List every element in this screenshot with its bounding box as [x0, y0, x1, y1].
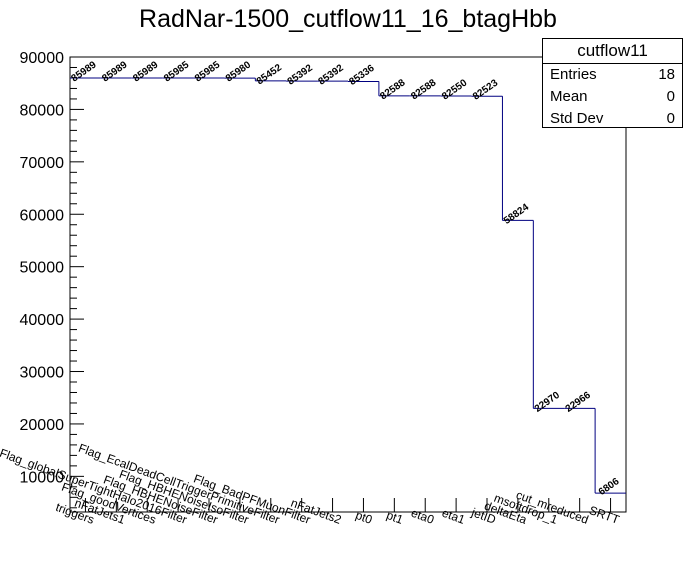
- stats-mean-row: Mean 0: [543, 86, 682, 108]
- y-tick-label: 80000: [20, 102, 65, 119]
- bin-value-label: 58824: [502, 202, 531, 227]
- chart-title: RadNar-1500_cutflow11_16_btagHbb: [139, 5, 557, 33]
- bin-value-label: 85989: [69, 59, 98, 84]
- y-tick-label: 90000: [20, 50, 65, 67]
- bin-value-label: 85985: [162, 59, 191, 84]
- bin-value-label: 85989: [131, 59, 160, 84]
- y-tick-label: 20000: [20, 417, 65, 434]
- stats-box: cutflow11 Entries 18 Mean 0 Std Dev 0: [542, 38, 683, 128]
- bin-value-label: 22970: [533, 390, 562, 415]
- plot-frame: [69, 56, 627, 513]
- y-tick-label: 10000: [20, 469, 65, 486]
- y-tick-label: 40000: [20, 312, 65, 329]
- stats-entries-label: Entries: [550, 66, 597, 83]
- bin-value-label: 82588: [378, 77, 407, 102]
- bin-value-label: 85336: [347, 63, 376, 88]
- bin-value-label: 6806: [597, 476, 622, 498]
- bin-value-label: 85980: [224, 59, 253, 84]
- stats-entries-row: Entries 18: [543, 64, 682, 86]
- x-tick-label: eta1: [440, 506, 467, 527]
- bin-value-label: 22966: [564, 390, 593, 415]
- stats-stddev-value: 0: [666, 110, 675, 127]
- y-tick-label: 70000: [20, 155, 65, 172]
- y-tick-label: 30000: [20, 365, 65, 382]
- bin-value-label: 82523: [471, 77, 500, 102]
- bin-value-label: 85985: [193, 59, 222, 84]
- stats-mean-label: Mean: [550, 88, 588, 105]
- stats-mean-value: 0: [666, 88, 675, 105]
- stats-entries-value: 18: [658, 66, 675, 83]
- x-tick-label: pt1: [385, 508, 406, 527]
- stats-box-title: cutflow11: [543, 39, 682, 64]
- x-tick-label: pt0: [354, 508, 375, 527]
- bin-value-label: 85989: [100, 59, 129, 84]
- y-tick-label: 50000: [20, 260, 65, 277]
- bin-value-label: 85452: [255, 62, 284, 87]
- bin-value-label: 85392: [286, 62, 315, 87]
- x-tick-label: SRTT: [587, 503, 622, 527]
- stats-stddev-row: Std Dev 0: [543, 108, 682, 130]
- bin-value-label: 82550: [440, 77, 469, 102]
- stats-stddev-label: Std Dev: [550, 110, 604, 127]
- y-tick-label: 60000: [20, 207, 65, 224]
- bin-value-label: 82588: [409, 77, 438, 102]
- x-tick-label: eta0: [409, 506, 436, 527]
- bin-value-label: 85392: [317, 62, 346, 87]
